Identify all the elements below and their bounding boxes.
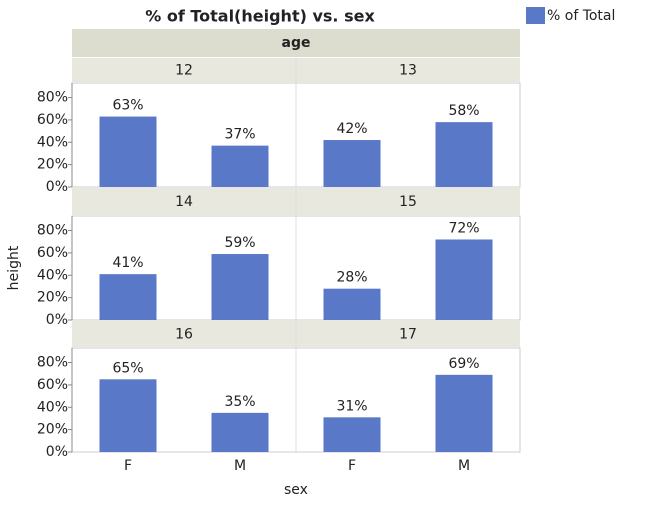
bar (323, 140, 381, 187)
y-tick-label: 20% (37, 157, 68, 173)
legend-label: % of Total (547, 8, 615, 24)
value-label: 35% (224, 394, 255, 410)
panel-label: 12 (175, 63, 193, 79)
bar (211, 145, 269, 187)
y-tick-label: 80% (37, 223, 68, 239)
facet-label: age (282, 35, 311, 51)
panel-label: 15 (399, 194, 417, 210)
y-tick-label: 0% (46, 444, 68, 460)
value-label: 65% (112, 360, 143, 376)
bar (323, 417, 381, 452)
y-tick-label: 80% (37, 90, 68, 106)
x-tick-label: F (348, 458, 356, 474)
y-tick-label: 60% (37, 377, 68, 393)
panel-label: 17 (399, 327, 417, 343)
y-tick-label: 60% (37, 112, 68, 128)
y-tick-label: 80% (37, 355, 68, 371)
y-tick-label: 60% (37, 245, 68, 261)
value-label: 42% (336, 121, 367, 137)
bar (99, 274, 157, 320)
y-tick-label: 20% (37, 290, 68, 306)
bar (323, 288, 381, 320)
bar (211, 254, 269, 320)
x-tick-label: M (458, 458, 470, 474)
value-label: 41% (112, 255, 143, 271)
y-tick-label: 40% (37, 134, 68, 150)
chart-title: % of Total(height) vs. sex (145, 7, 375, 26)
value-label: 69% (448, 356, 479, 372)
value-label: 58% (448, 103, 479, 119)
facet-header (72, 29, 520, 57)
bar (435, 374, 493, 452)
panel-label: 14 (175, 194, 193, 210)
panel-label: 13 (399, 63, 417, 79)
bar (99, 116, 157, 187)
x-tick-label: F (124, 458, 132, 474)
x-axis-label: sex (284, 482, 308, 498)
legend-swatch (526, 7, 545, 24)
y-tick-label: 0% (46, 312, 68, 328)
y-tick-label: 20% (37, 422, 68, 438)
x-tick-label: M (234, 458, 246, 474)
value-label: 63% (112, 98, 143, 114)
bar (211, 412, 269, 452)
panel-label: 16 (175, 327, 193, 343)
y-tick-label: 0% (46, 179, 68, 195)
bar (99, 379, 157, 452)
value-label: 31% (336, 398, 367, 414)
bar (435, 122, 493, 187)
y-tick-label: 40% (37, 399, 68, 415)
y-tick-label: 40% (37, 267, 68, 283)
bar (435, 239, 493, 320)
y-axis-label: height (6, 245, 22, 290)
value-label: 28% (336, 270, 367, 286)
value-label: 59% (224, 235, 255, 251)
value-label: 37% (224, 127, 255, 143)
value-label: 72% (448, 220, 479, 236)
